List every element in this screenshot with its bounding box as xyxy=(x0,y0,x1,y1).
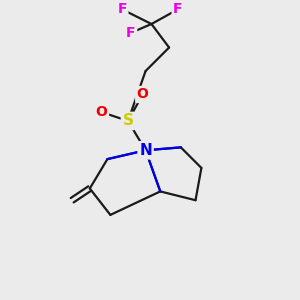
Text: F: F xyxy=(173,2,183,16)
Text: O: O xyxy=(137,88,148,101)
Text: N: N xyxy=(139,143,152,158)
Text: O: O xyxy=(96,105,107,119)
Text: F: F xyxy=(117,2,127,16)
Text: F: F xyxy=(126,26,136,40)
Text: S: S xyxy=(122,113,134,128)
